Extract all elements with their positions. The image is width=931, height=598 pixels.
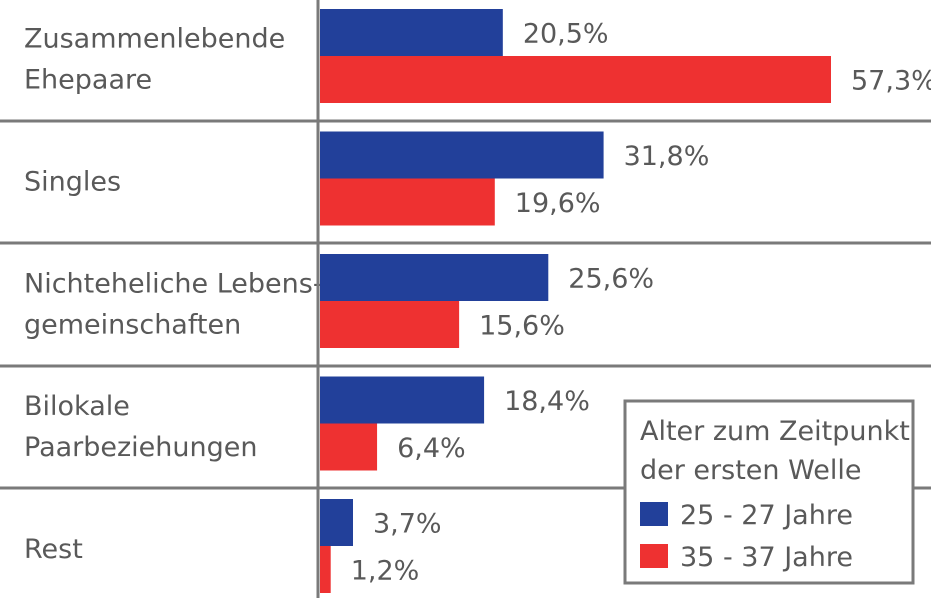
legend-title-line-1: Alter zum Zeitpunkt <box>640 416 910 447</box>
bar-series-1 <box>320 131 604 179</box>
data-label: 6,4% <box>397 433 466 464</box>
bar-series-2 <box>320 56 831 103</box>
legend-title-line-2: der ersten Welle <box>640 455 861 486</box>
category-label: Nichteheliche Lebens- <box>24 269 323 300</box>
data-label: 1,2% <box>351 556 420 587</box>
bar-series-2 <box>320 301 460 348</box>
bar-series-1 <box>320 9 503 56</box>
data-label: 31,8% <box>624 141 710 172</box>
legend-box <box>623 399 915 585</box>
category-label: Ehepaare <box>24 65 152 96</box>
bar-series-1 <box>320 499 353 546</box>
legend-swatch-series-2 <box>640 544 668 568</box>
data-label: 57,3% <box>851 66 931 97</box>
category-label: Paarbeziehungen <box>24 432 258 463</box>
bar-series-2 <box>320 546 331 593</box>
bar-series-2 <box>320 178 495 226</box>
bar-series-2 <box>320 423 378 471</box>
category-label: Bilokale <box>24 391 130 422</box>
legend-label-series-1: 25 - 27 Jahre <box>680 500 853 531</box>
data-label: 20,5% <box>523 19 609 50</box>
data-label: 3,7% <box>373 509 442 540</box>
data-label: 18,4% <box>504 386 590 417</box>
legend: Alter zum Zeitpunkt der ersten Welle 25 … <box>623 399 915 585</box>
data-label: 19,6% <box>515 188 601 219</box>
category-label: Singles <box>24 167 121 198</box>
category-label: Rest <box>24 534 83 565</box>
bar-series-1 <box>320 254 549 301</box>
bar-series-1 <box>320 376 485 424</box>
data-label: 15,6% <box>479 311 565 342</box>
legend-swatch-series-1 <box>640 502 668 526</box>
category-label: gemeinschaften <box>24 310 241 341</box>
legend-label-series-2: 35 - 37 Jahre <box>680 542 853 573</box>
category-label: Zusammenlebende <box>24 24 285 55</box>
data-label: 25,6% <box>568 264 654 295</box>
